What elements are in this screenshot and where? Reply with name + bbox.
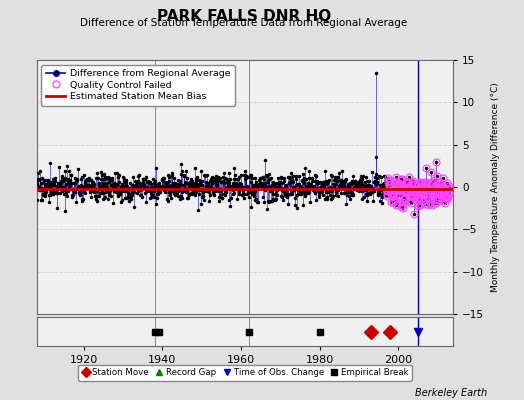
Text: Berkeley Earth: Berkeley Earth bbox=[415, 388, 487, 398]
Legend: Difference from Regional Average, Quality Control Failed, Estimated Station Mean: Difference from Regional Average, Qualit… bbox=[41, 65, 235, 106]
Text: Difference of Station Temperature Data from Regional Average: Difference of Station Temperature Data f… bbox=[80, 18, 407, 28]
Text: PARK FALLS DNR HQ: PARK FALLS DNR HQ bbox=[157, 9, 331, 24]
Legend: Station Move, Record Gap, Time of Obs. Change, Empirical Break: Station Move, Record Gap, Time of Obs. C… bbox=[78, 365, 412, 380]
Y-axis label: Monthly Temperature Anomaly Difference (°C): Monthly Temperature Anomaly Difference (… bbox=[491, 82, 500, 292]
